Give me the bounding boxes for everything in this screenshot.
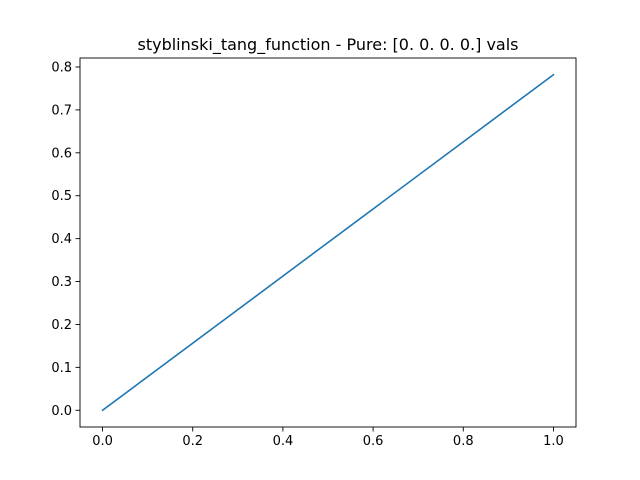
axes-frame bbox=[79, 57, 577, 428]
y-tick-label: 0.7 bbox=[51, 103, 72, 118]
series-line-0 bbox=[101, 73, 555, 412]
y-tick-label: 0.2 bbox=[51, 318, 72, 333]
x-tick-label: 0.2 bbox=[182, 434, 203, 449]
y-tick-label: 0.5 bbox=[51, 189, 72, 204]
y-tick-label: 0.1 bbox=[51, 361, 72, 376]
y-tick-label: 0.8 bbox=[51, 61, 72, 76]
x-tick-label: 0.4 bbox=[273, 434, 294, 449]
x-tick-label: 0.0 bbox=[92, 434, 113, 449]
y-tick-label: 0.6 bbox=[51, 146, 72, 161]
x-tick-label: 0.8 bbox=[453, 434, 474, 449]
x-tick-label: 1.0 bbox=[543, 434, 564, 449]
y-tick-label: 0.4 bbox=[51, 232, 72, 247]
x-tick-label: 0.6 bbox=[363, 434, 384, 449]
y-tick-label: 0.0 bbox=[51, 404, 72, 419]
y-tick-label: 0.3 bbox=[51, 275, 72, 290]
chart-title: styblinski_tang_function - Pure: [0. 0. … bbox=[138, 35, 519, 55]
plot-area: 0.0 0.2 0.4 0.6 0.8 1.0 0.0 0.1 0.2 0.3 0.4 0.5 0.6 0… bbox=[51, 57, 577, 449]
